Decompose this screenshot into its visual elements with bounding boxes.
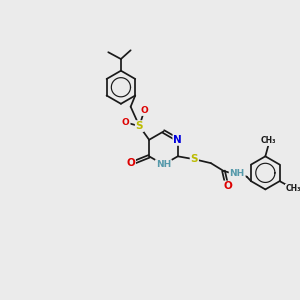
Text: N: N: [173, 135, 182, 145]
Text: O: O: [223, 182, 232, 191]
Text: S: S: [136, 121, 143, 131]
Text: O: O: [140, 106, 148, 115]
Text: O: O: [126, 158, 135, 168]
Text: CH₃: CH₃: [260, 136, 276, 145]
Text: CH₃: CH₃: [286, 184, 300, 194]
Text: NH: NH: [230, 169, 245, 178]
Text: S: S: [190, 154, 198, 164]
Text: S: S: [190, 154, 198, 164]
Text: NH: NH: [156, 160, 171, 169]
Text: O: O: [140, 106, 148, 115]
Text: O: O: [122, 118, 130, 127]
Text: N: N: [173, 135, 182, 145]
Text: CH₃: CH₃: [286, 184, 300, 194]
Text: NH: NH: [156, 160, 171, 169]
Text: CH₃: CH₃: [260, 136, 276, 145]
Text: O: O: [126, 158, 135, 168]
Text: O: O: [122, 118, 130, 127]
Text: NH: NH: [230, 169, 245, 178]
Text: O: O: [223, 182, 232, 191]
Text: S: S: [136, 121, 143, 131]
